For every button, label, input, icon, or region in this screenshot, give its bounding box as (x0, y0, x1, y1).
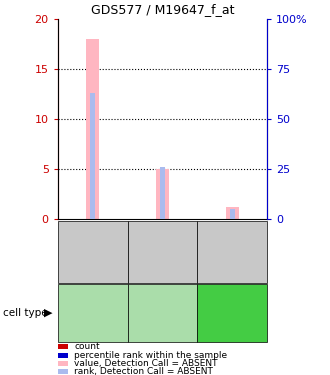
Text: count: count (74, 342, 100, 351)
Text: ECL cell 8 w
loxtidine: ECL cell 8 w loxtidine (65, 303, 120, 322)
Bar (90, 93, 95, 219)
Bar (226, 207, 239, 219)
Bar (160, 167, 165, 219)
Title: GDS577 / M19647_f_at: GDS577 / M19647_f_at (91, 3, 234, 16)
Bar (156, 169, 169, 219)
Text: ECL
carcinoid: ECL carcinoid (212, 303, 253, 322)
Text: GSM14841: GSM14841 (88, 226, 98, 279)
Text: GSM14843: GSM14843 (227, 226, 237, 279)
Text: percentile rank within the sample: percentile rank within the sample (74, 351, 227, 360)
Text: GSM14842: GSM14842 (157, 226, 168, 279)
Text: value, Detection Call = ABSENT: value, Detection Call = ABSENT (74, 359, 218, 368)
Text: rank, Detection Call = ABSENT: rank, Detection Call = ABSENT (74, 367, 213, 375)
Bar (86, 39, 99, 219)
Text: ECL cell 16 w
loxtidine: ECL cell 16 w loxtidine (132, 303, 193, 322)
Text: cell type: cell type (3, 308, 48, 318)
Bar (230, 209, 235, 219)
Text: ▶: ▶ (44, 308, 52, 318)
